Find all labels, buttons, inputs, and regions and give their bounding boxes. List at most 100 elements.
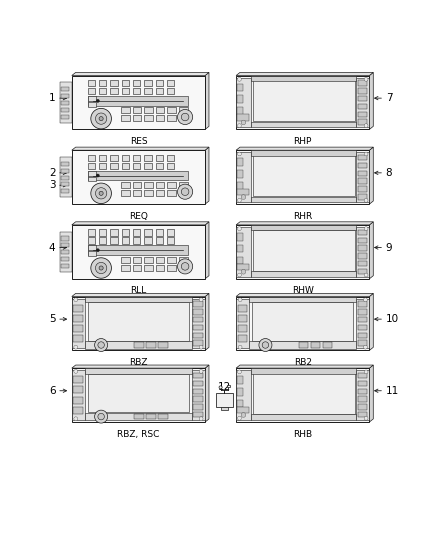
Bar bbox=[61, 108, 69, 112]
Bar bbox=[356, 370, 369, 420]
Bar bbox=[249, 296, 356, 302]
Bar bbox=[122, 80, 129, 86]
Circle shape bbox=[98, 414, 104, 420]
Circle shape bbox=[96, 174, 99, 177]
Bar bbox=[193, 333, 203, 338]
Circle shape bbox=[181, 113, 189, 121]
Bar bbox=[167, 163, 174, 169]
Bar bbox=[61, 264, 69, 268]
Bar bbox=[193, 341, 203, 346]
Bar bbox=[61, 175, 69, 180]
Bar bbox=[237, 257, 243, 264]
Bar bbox=[167, 155, 174, 161]
Bar bbox=[358, 245, 367, 251]
Bar bbox=[236, 78, 251, 127]
Bar bbox=[358, 317, 367, 322]
Bar bbox=[193, 325, 203, 330]
Polygon shape bbox=[369, 294, 373, 350]
Text: 2: 2 bbox=[49, 168, 56, 178]
Bar bbox=[61, 189, 69, 193]
Bar bbox=[358, 389, 367, 394]
Circle shape bbox=[364, 152, 368, 156]
Bar bbox=[110, 155, 118, 161]
Bar bbox=[254, 230, 355, 271]
Bar bbox=[358, 333, 367, 338]
Bar bbox=[358, 261, 367, 266]
Bar bbox=[236, 76, 369, 130]
Bar bbox=[61, 237, 69, 240]
Bar bbox=[358, 325, 367, 330]
Polygon shape bbox=[236, 365, 373, 368]
Text: 4: 4 bbox=[49, 243, 56, 253]
Bar bbox=[145, 155, 152, 161]
Bar bbox=[238, 325, 247, 332]
Bar bbox=[237, 95, 243, 103]
Bar bbox=[356, 152, 369, 202]
Polygon shape bbox=[205, 72, 209, 130]
Bar bbox=[358, 238, 367, 243]
Bar bbox=[251, 368, 356, 374]
Bar bbox=[88, 102, 96, 107]
Bar bbox=[74, 315, 83, 322]
Circle shape bbox=[237, 416, 241, 420]
Bar bbox=[167, 237, 174, 244]
Bar bbox=[251, 122, 356, 127]
Text: 10: 10 bbox=[386, 314, 399, 324]
Text: RLL: RLL bbox=[131, 287, 147, 295]
Circle shape bbox=[99, 266, 103, 270]
Bar bbox=[61, 87, 69, 91]
Bar bbox=[133, 107, 141, 113]
Bar bbox=[85, 341, 192, 349]
Polygon shape bbox=[236, 147, 373, 150]
Circle shape bbox=[199, 298, 203, 302]
Bar bbox=[121, 116, 130, 122]
Circle shape bbox=[74, 345, 78, 349]
Bar bbox=[134, 414, 144, 419]
Bar bbox=[299, 342, 308, 348]
Bar bbox=[358, 301, 367, 306]
Circle shape bbox=[98, 342, 104, 348]
Bar bbox=[88, 155, 95, 161]
Bar bbox=[144, 190, 153, 196]
Bar bbox=[88, 171, 188, 180]
Bar bbox=[88, 229, 95, 236]
Bar bbox=[179, 182, 187, 188]
Bar bbox=[74, 335, 83, 342]
Bar bbox=[88, 96, 188, 106]
Circle shape bbox=[199, 345, 203, 349]
Polygon shape bbox=[205, 294, 209, 350]
Bar bbox=[144, 257, 153, 263]
Bar bbox=[237, 264, 249, 270]
Circle shape bbox=[74, 417, 78, 421]
Bar bbox=[145, 163, 152, 169]
Circle shape bbox=[199, 369, 203, 373]
Bar bbox=[145, 229, 152, 236]
Bar bbox=[74, 304, 83, 312]
Bar bbox=[358, 155, 367, 160]
Circle shape bbox=[241, 120, 246, 125]
Bar bbox=[72, 225, 205, 279]
Circle shape bbox=[95, 410, 108, 423]
Bar bbox=[156, 265, 164, 271]
Bar bbox=[358, 230, 367, 235]
Bar bbox=[193, 309, 203, 314]
Bar bbox=[121, 107, 130, 113]
Bar bbox=[193, 397, 203, 402]
Bar bbox=[99, 163, 106, 169]
Bar bbox=[156, 88, 163, 94]
Text: RHB: RHB bbox=[293, 430, 312, 439]
Bar bbox=[156, 80, 163, 86]
Bar bbox=[156, 229, 163, 236]
Bar bbox=[72, 296, 205, 350]
Bar bbox=[216, 393, 233, 407]
Circle shape bbox=[364, 198, 368, 202]
Bar bbox=[167, 116, 176, 122]
Polygon shape bbox=[236, 72, 373, 76]
Polygon shape bbox=[236, 294, 373, 296]
Circle shape bbox=[237, 198, 241, 202]
Bar bbox=[99, 80, 106, 86]
Bar bbox=[237, 107, 243, 115]
Bar bbox=[88, 80, 95, 86]
Bar bbox=[74, 407, 83, 414]
Bar bbox=[121, 257, 130, 263]
